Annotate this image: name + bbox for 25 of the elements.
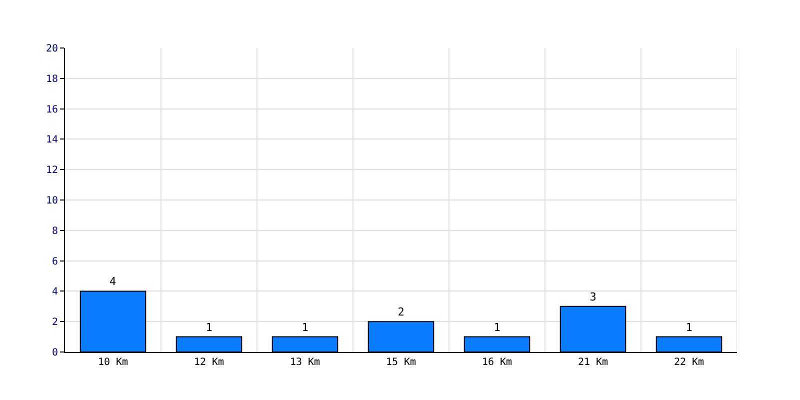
x-tick-label: 15 Km [386,357,416,368]
y-tick-label: 10 [46,196,58,206]
data-label: 1 [686,320,692,334]
x-tick-label: 21 Km [578,357,608,368]
y-tick-label: 2 [52,317,58,328]
x-tick-label: 10 Km [98,357,128,368]
y-tick-label: 6 [52,256,58,268]
y-tick-label: 0 [52,348,58,358]
x-tick-label: 13 Km [290,357,320,368]
y-tick-label: 14 [46,134,58,146]
data-label: 4 [110,275,116,288]
data-label: 1 [494,320,500,334]
y-tick-label: 16 [46,104,58,116]
data-label: 3 [590,290,596,304]
y-tick-label: 12 [46,165,58,176]
x-tick-label: 12 Km [194,357,224,368]
data-label: 1 [302,320,308,334]
x-tick-label: 16 Km [482,357,512,368]
y-tick-label: 20 [46,44,58,54]
x-tick-label: 22 Km [674,357,704,368]
data-label: 1 [206,320,212,334]
y-tick-label: 18 [46,74,58,85]
y-tick-label: 4 [52,286,58,298]
data-label: 2 [398,306,404,319]
y-tick-label: 8 [52,226,58,237]
